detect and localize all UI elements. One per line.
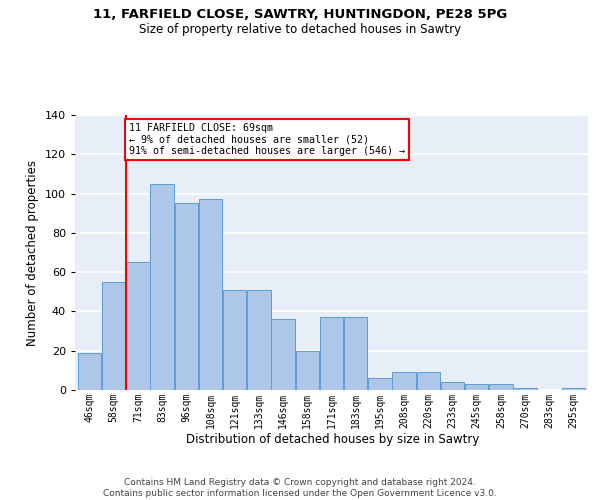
Bar	[489, 384, 512, 390]
Bar	[514, 388, 537, 390]
Bar	[271, 320, 295, 390]
Text: Size of property relative to detached houses in Sawtry: Size of property relative to detached ho…	[139, 22, 461, 36]
Bar	[416, 372, 440, 390]
Bar	[344, 318, 367, 390]
Y-axis label: Number of detached properties: Number of detached properties	[26, 160, 39, 346]
Bar	[126, 262, 149, 390]
Bar	[223, 290, 247, 390]
Text: Distribution of detached houses by size in Sawtry: Distribution of detached houses by size …	[187, 432, 479, 446]
Bar	[296, 350, 319, 390]
Bar	[392, 372, 416, 390]
Bar	[562, 388, 585, 390]
Text: Contains HM Land Registry data © Crown copyright and database right 2024.
Contai: Contains HM Land Registry data © Crown c…	[103, 478, 497, 498]
Text: 11, FARFIELD CLOSE, SAWTRY, HUNTINGDON, PE28 5PG: 11, FARFIELD CLOSE, SAWTRY, HUNTINGDON, …	[93, 8, 507, 20]
Bar	[465, 384, 488, 390]
Bar	[102, 282, 125, 390]
Bar	[247, 290, 271, 390]
Bar	[78, 352, 101, 390]
Bar	[199, 200, 222, 390]
Bar	[320, 318, 343, 390]
Bar	[368, 378, 392, 390]
Bar	[441, 382, 464, 390]
Text: 11 FARFIELD CLOSE: 69sqm
← 9% of detached houses are smaller (52)
91% of semi-de: 11 FARFIELD CLOSE: 69sqm ← 9% of detache…	[130, 123, 406, 156]
Bar	[151, 184, 174, 390]
Bar	[175, 204, 198, 390]
